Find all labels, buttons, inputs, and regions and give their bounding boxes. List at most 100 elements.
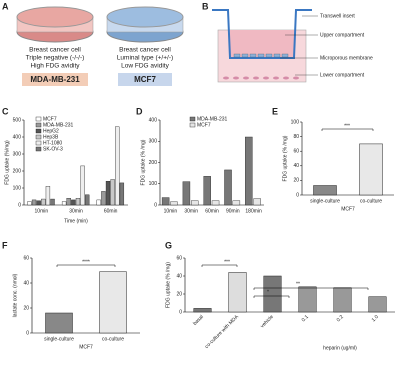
y-tick-label: 20 (23, 305, 29, 311)
bar (190, 200, 199, 206)
legend-label: MDA-MB-231 (43, 122, 74, 128)
panel-label: A (2, 1, 9, 11)
y-axis-label: FDG uptake (% /mg) (165, 262, 171, 308)
bar (99, 271, 127, 334)
x-tick-label: single-culture (44, 336, 74, 342)
bar (203, 176, 211, 206)
cell-text: High FDG avidity (30, 63, 80, 70)
annotation: **** (82, 259, 90, 265)
legend-swatch (189, 116, 196, 122)
y-tick-label: 40 (293, 163, 299, 169)
bar (193, 308, 212, 313)
y-tick-label: 20 (293, 178, 299, 184)
y-tick-label: 0 (179, 309, 182, 315)
bar (80, 165, 85, 206)
sig-bracket (253, 295, 290, 298)
name-box (22, 73, 88, 86)
y-tick-label: 400 (13, 134, 22, 140)
y-axis-label: FDG uptake (%/mg) (4, 140, 10, 185)
x-tick-label: 1.0 (371, 314, 380, 323)
sig-bracket (56, 264, 116, 267)
x-axis-label: MCF7 (341, 206, 355, 212)
y-tick-label: 60 (176, 255, 182, 261)
x-axis-label: Time (min) (64, 218, 88, 224)
annotation: *** (344, 123, 350, 129)
cell-text: Breast cancer cell (119, 47, 171, 54)
legend-label: HT-1080 (43, 140, 62, 146)
bar (119, 182, 125, 206)
cell-text: Luminal type (+/+/-) (117, 55, 173, 62)
panel-label: B (202, 1, 209, 11)
y-tick-label: 0 (154, 202, 157, 208)
y-tick-label: 500 (13, 117, 22, 123)
bar (232, 200, 241, 206)
x-tick-label: 0.2 (336, 314, 345, 323)
x-tick-label: co-culture (360, 198, 382, 204)
y-axis-label: lactate conc. (nmol) (12, 273, 18, 317)
y-tick-label: 200 (149, 160, 158, 166)
lower-cells (223, 76, 299, 80)
panel-label: F (2, 240, 8, 250)
bar (170, 201, 178, 206)
panel-label: G (165, 240, 172, 250)
x-tick-label: 0.1 (301, 314, 310, 323)
legend-label: SK-OV-3 (43, 146, 63, 152)
bar (50, 198, 55, 206)
bar (36, 200, 41, 206)
bar (105, 180, 111, 206)
y-tick-label: 60 (23, 255, 29, 261)
legend-swatch (35, 146, 42, 152)
x-tick-label: 60min (104, 208, 118, 214)
bar (211, 200, 220, 206)
diagram-label: Upper compartment (320, 32, 365, 38)
cell-text: Triple negative (-/-/-) (26, 55, 85, 62)
bar (182, 181, 191, 206)
bar (27, 201, 32, 206)
cell-text: Breast cancer cell (29, 47, 81, 54)
y-tick-label: 0 (296, 192, 299, 198)
diagram-b: Transwell insert Upper compartment Micro… (212, 9, 373, 83)
leader-lines (280, 15, 318, 76)
bar (66, 197, 71, 206)
x-tick-label: 60min (205, 208, 219, 214)
panel-label: E (272, 106, 278, 116)
bar (253, 198, 261, 206)
y-axis-label: FDG uptake (% /mg) (282, 135, 288, 181)
diagram-a: Breast cancer cell Triple negative (-/-/… (16, 6, 184, 86)
bar (313, 185, 337, 196)
x-tick-label: 10min (35, 208, 49, 214)
upper-compartment (230, 30, 294, 58)
legend-swatch (35, 122, 42, 128)
bar (263, 275, 282, 313)
name-box (118, 73, 172, 86)
legend-label: Hep3B (43, 134, 59, 140)
y-tick-label: 400 (149, 117, 158, 123)
legend-label: MCF7 (43, 116, 57, 122)
y-tick-label: 0 (18, 202, 21, 208)
diagram-label: Transwell insert (320, 13, 355, 19)
x-tick-label: 10min (164, 208, 178, 214)
legend-swatch (189, 122, 196, 128)
annotation: heparin (ug/ml) (323, 345, 357, 351)
bar (161, 197, 170, 206)
bar (61, 201, 67, 206)
legend-swatch (35, 134, 42, 140)
bar (71, 199, 76, 206)
diagram-label: Lower compartment (320, 72, 365, 78)
x-tick-label: 30min (69, 208, 83, 214)
y-tick-label: 300 (13, 151, 22, 157)
y-tick-label: 40 (23, 280, 29, 286)
bar (31, 199, 37, 206)
sig-bracket (201, 264, 238, 267)
x-tick-label: single-culture (310, 198, 340, 204)
legend-swatch (35, 140, 42, 146)
y-tick-label: 40 (176, 273, 182, 279)
bar (75, 197, 81, 206)
y-tick-label: 100 (291, 119, 300, 125)
bar (224, 169, 232, 206)
bar (298, 286, 317, 313)
bar (85, 194, 90, 206)
dish-top (16, 6, 94, 28)
legend-label: MDA-MB-231 (197, 116, 228, 122)
